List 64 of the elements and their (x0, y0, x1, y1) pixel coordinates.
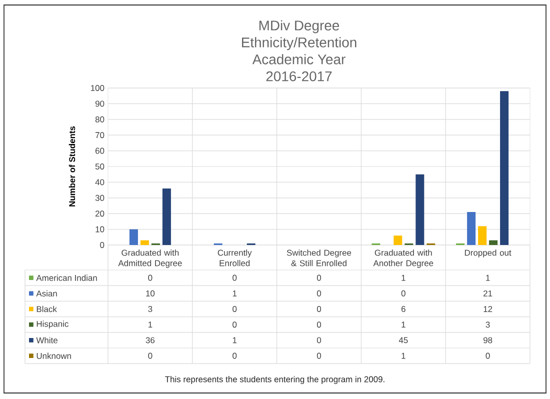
bar (500, 91, 509, 245)
y-tick-label: 70 (96, 132, 104, 138)
bar (129, 229, 138, 245)
data-label: 1 (232, 290, 237, 296)
data-label: 1 (402, 322, 406, 328)
data-label: 1 (402, 274, 406, 281)
data-label: 0 (316, 337, 322, 344)
data-label: 1 (402, 352, 406, 359)
y-tick-label: 90 (95, 100, 104, 107)
bar (478, 226, 487, 245)
legend-label: Black (36, 306, 57, 312)
bar (394, 236, 402, 245)
bar (162, 188, 171, 245)
data-label: 1 (148, 322, 152, 328)
data-label: 21 (484, 290, 492, 296)
y-tick-label: 80 (95, 116, 104, 122)
y-tick-label: 60 (96, 148, 104, 154)
y-tick-label: 30 (95, 194, 104, 201)
data-label: 6 (401, 306, 406, 312)
data-label: 0 (316, 290, 322, 296)
data-label: 0 (316, 274, 322, 281)
data-label: 0 (148, 274, 152, 281)
data-label: 36 (146, 337, 155, 344)
y-axis-title: Number of Students (68, 126, 76, 206)
data-label: 1 (486, 274, 490, 281)
data-label: 0 (148, 352, 152, 359)
legend-label: White (36, 337, 58, 344)
data-label: 10 (146, 290, 155, 296)
y-tick-label: 40 (95, 179, 104, 186)
y-tick-label: 50 (95, 164, 104, 170)
data-label: 0 (401, 290, 406, 296)
x-tick-label: Switched Degree & Still Enrolled (286, 250, 352, 266)
data-label: 0 (232, 306, 237, 312)
bar (416, 174, 424, 245)
data-label: 12 (484, 306, 492, 312)
bar (140, 240, 149, 245)
legend-label: American Indian (36, 274, 97, 281)
y-tick-label: 10 (96, 226, 104, 232)
bar (489, 240, 498, 245)
y-tick-label: 20 (95, 210, 104, 217)
x-tick-label: Currently Enrolled (218, 250, 252, 266)
data-label: 3 (486, 322, 490, 328)
data-label: 0 (232, 274, 237, 281)
data-label: 1 (232, 337, 237, 344)
data-label: 0 (316, 322, 322, 328)
legend-label: Hispanic (36, 320, 68, 329)
chart-title: MDiv Degree Ethnicity/Retention Academic Year 2016-2017 (242, 20, 356, 82)
data-label: 0 (232, 322, 237, 328)
data-label: 45 (398, 337, 408, 344)
legend-label: Asian (36, 290, 57, 297)
data-label: 0 (232, 352, 237, 359)
x-tick-label: Graduated with Another Degree (373, 250, 434, 268)
data-label: 3 (148, 306, 152, 312)
data-label: 0 (316, 306, 322, 312)
x-tick-label: Graduated with Admitted Degree (118, 250, 182, 268)
data-label: 0 (486, 352, 490, 359)
y-tick-label: 0 (100, 242, 104, 248)
y-tick-label: 100 (91, 85, 104, 91)
bar (467, 212, 476, 245)
legend-label: Unknown (36, 352, 71, 359)
data-label: 98 (483, 337, 492, 344)
x-tick-label: Dropped out (464, 250, 512, 258)
text: This represents the students entering the program in 2009. (165, 376, 384, 384)
data-label: 0 (316, 352, 322, 359)
